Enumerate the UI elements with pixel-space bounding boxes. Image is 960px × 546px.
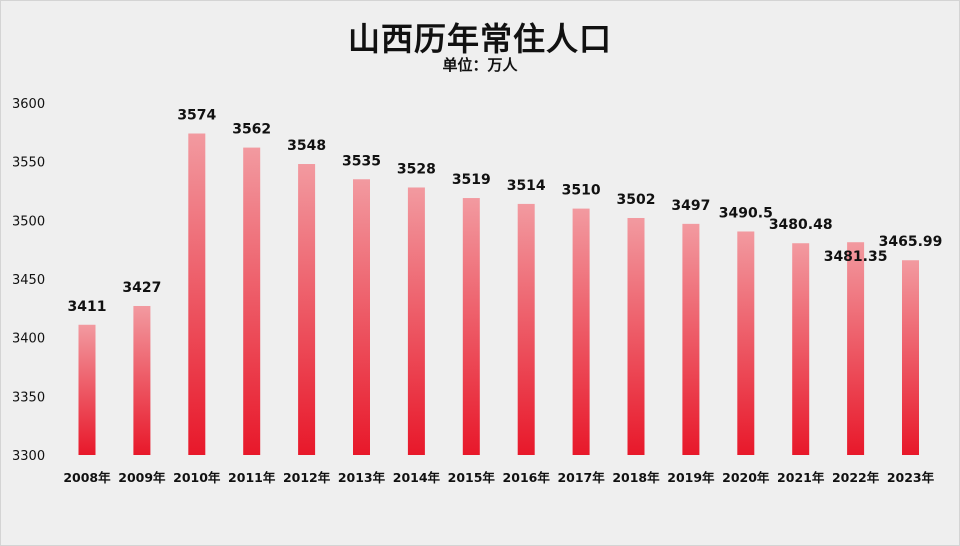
bar xyxy=(517,203,535,455)
bar xyxy=(792,243,810,455)
data-label: 3562 xyxy=(232,122,271,138)
x-tick-label: 2008年 xyxy=(63,470,111,485)
x-tick-label: 2015年 xyxy=(448,470,496,485)
bar xyxy=(188,133,206,456)
y-tick-label: 3450 xyxy=(12,273,45,288)
bar xyxy=(627,217,645,455)
y-tick-label: 3350 xyxy=(12,390,45,405)
y-tick-label: 3600 xyxy=(12,97,45,112)
data-labels-group: 3411 3427 3574 3562 3548 3535 3528 3519 3514 3510… xyxy=(68,108,943,315)
data-label: 3502 xyxy=(617,192,656,208)
data-label: 3548 xyxy=(287,138,326,154)
bar xyxy=(682,223,700,455)
x-tick-label: 2014年 xyxy=(393,470,441,485)
data-label: 3574 xyxy=(177,108,216,124)
data-label: 3510 xyxy=(562,183,601,199)
x-tick-label: 2010年 xyxy=(173,470,221,485)
data-label: 3497 xyxy=(671,198,710,214)
data-label: 3480.48 xyxy=(769,217,833,233)
bar xyxy=(462,198,480,456)
data-label: 3535 xyxy=(342,153,381,169)
bar xyxy=(298,164,316,455)
bar xyxy=(902,260,919,455)
data-label: 3481.35 xyxy=(824,249,888,265)
x-tick-label: 2023年 xyxy=(887,470,935,485)
y-axis: 3300 3350 3400 3450 3500 3550 3600 xyxy=(12,97,45,464)
x-tick-label: 2022年 xyxy=(832,470,880,485)
x-tick-label: 2017年 xyxy=(557,470,605,485)
chart-subtitle: 单位：万人 xyxy=(442,56,518,74)
x-tick-label: 2011年 xyxy=(228,470,276,485)
x-tick-label: 2021年 xyxy=(777,470,825,485)
bars-group xyxy=(78,133,919,456)
x-tick-label: 2018年 xyxy=(612,470,660,485)
data-label: 3490.5 xyxy=(719,205,773,221)
data-label: 3411 xyxy=(68,299,107,315)
data-label: 3528 xyxy=(397,161,436,177)
y-tick-label: 3550 xyxy=(12,156,45,171)
y-tick-label: 3400 xyxy=(12,332,45,347)
data-label: 3465.99 xyxy=(879,234,943,250)
data-label: 3514 xyxy=(507,178,546,194)
bar xyxy=(243,147,261,455)
bar xyxy=(572,208,590,455)
x-tick-label: 2020年 xyxy=(722,470,770,485)
x-axis: 2008年 2009年 2010年 2011年 2012年 2013年 2014年 2015年… xyxy=(63,470,934,485)
data-label: 3427 xyxy=(122,280,161,296)
y-tick-label: 3500 xyxy=(12,214,45,229)
bar xyxy=(133,305,151,455)
x-tick-label: 2019年 xyxy=(667,470,715,485)
y-tick-label: 3300 xyxy=(12,449,45,464)
bar xyxy=(407,187,425,456)
bar xyxy=(353,179,370,455)
x-tick-label: 2016年 xyxy=(503,470,551,485)
x-tick-label: 2012年 xyxy=(283,470,331,485)
bar xyxy=(78,324,96,455)
bar xyxy=(737,231,755,455)
bar xyxy=(847,242,865,455)
chart-title: 山西历年常住人口 xyxy=(347,20,612,58)
x-tick-label: 2009年 xyxy=(118,470,166,485)
data-label: 3519 xyxy=(452,172,491,188)
x-tick-label: 2013年 xyxy=(338,470,386,485)
